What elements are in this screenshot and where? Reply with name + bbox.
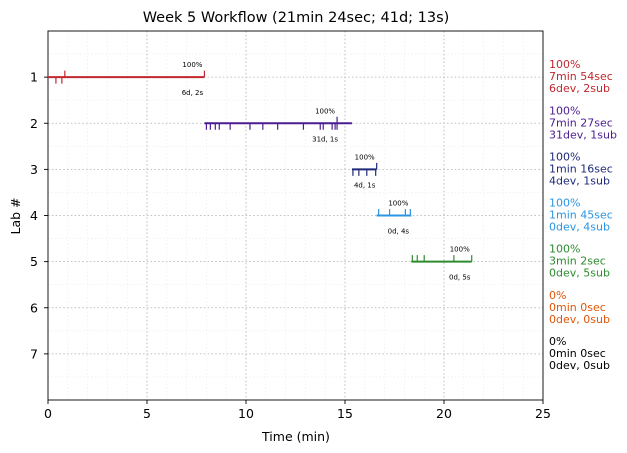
lab-summary-line: 6dev, 2sub — [549, 82, 610, 95]
lab-summary-line: 100% — [549, 243, 580, 256]
lab-summary-line: 0dev, 4sub — [549, 221, 610, 234]
lab-summary-line: 7min 54sec — [549, 70, 613, 83]
lab-percent-label: 100% — [182, 61, 202, 69]
lab-count-label: 0d, 4s — [388, 228, 410, 236]
y-tick-label: 3 — [30, 162, 38, 177]
y-tick-label: 2 — [30, 116, 38, 131]
x-tick-label: 10 — [238, 406, 254, 421]
x-tick-label: 5 — [143, 406, 151, 421]
lab-summary-line: 0% — [549, 289, 566, 302]
lab-summary-line: 0dev, 5sub — [549, 267, 610, 280]
lab-percent-label: 100% — [450, 246, 470, 254]
x-axis-label: Time (min) — [261, 429, 330, 444]
lab-summary-line: 1min 16sec — [549, 162, 613, 175]
lab-count-label: 31d, 1s — [312, 135, 338, 143]
grid — [48, 31, 543, 400]
lab-summary-line: 100% — [549, 197, 580, 210]
lab-percent-label: 100% — [388, 200, 408, 208]
lab-summary-line: 0dev, 0sub — [549, 313, 610, 326]
lab-summary-line: 1min 45sec — [549, 209, 613, 222]
series-marks: 100% 6d, 2s 100% 31d, 1s 100% 4d, 1s 100% 0d, 4… — [48, 61, 473, 282]
lab-count-label: 4d, 1s — [354, 181, 376, 189]
lab-summary-line: 31dev, 1sub — [549, 128, 617, 141]
lab-summary-line: 0dev, 0sub — [549, 359, 610, 372]
lab-summary-line: 0min 0sec — [549, 301, 606, 314]
lab-summary-line: 7min 27sec — [549, 116, 613, 129]
lab-count-label: 6d, 2s — [182, 89, 204, 97]
y-tick-label: 6 — [30, 300, 38, 315]
x-tick-label: 20 — [436, 406, 452, 421]
lab-count-label: 0d, 5s — [449, 274, 471, 282]
y-tick-label: 1 — [30, 70, 38, 85]
axis-ticks: 0 5 10 15 20 25 1 2 3 4 5 6 7 — [30, 70, 551, 421]
x-tick-label: 0 — [44, 406, 52, 421]
lab-summary-line: 3min 2sec — [549, 255, 606, 268]
lab-percent-label: 100% — [355, 153, 375, 161]
lab-summary-line: 4dev, 1sub — [549, 174, 610, 187]
x-tick-label: 25 — [535, 406, 551, 421]
lab-summary-line: 100% — [549, 58, 580, 71]
chart-title: Week 5 Workflow (21min 24sec; 41d; 13s) — [143, 10, 450, 26]
lab-percent-label: 100% — [315, 107, 335, 115]
lab-summary-line: 0% — [549, 335, 566, 348]
y-tick-label: 5 — [30, 254, 38, 269]
y-axis-label: Lab # — [8, 197, 23, 234]
lab-summary-line: 100% — [549, 104, 580, 117]
y-tick-label: 7 — [30, 346, 38, 361]
lab-summary-line: 0min 0sec — [549, 347, 606, 360]
y-tick-label: 4 — [30, 208, 38, 223]
x-tick-label: 15 — [337, 406, 353, 421]
lab-summary-line: 100% — [549, 150, 580, 163]
